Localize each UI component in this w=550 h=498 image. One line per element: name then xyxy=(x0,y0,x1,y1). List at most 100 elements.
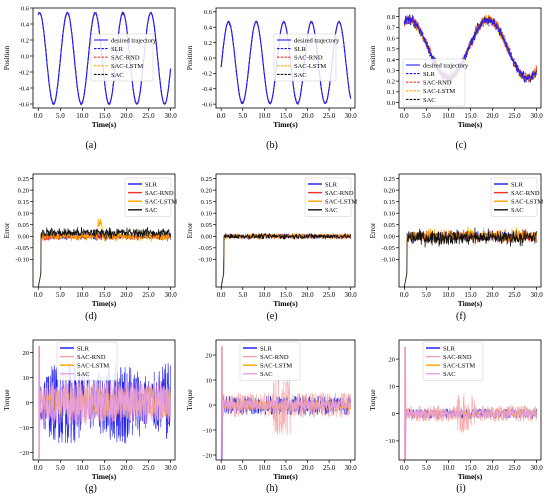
y-tick-label: 0.6 xyxy=(204,9,213,16)
legend-label: SLR xyxy=(260,345,273,352)
y-tick-label: 0.15 xyxy=(18,199,29,206)
plot-area xyxy=(403,14,538,85)
x-tick-label: 10.0 xyxy=(258,464,271,472)
y-tick-label: 0 xyxy=(26,400,29,407)
x-tick-label: 30.0 xyxy=(164,464,177,472)
legend-label: SAC-LSTM xyxy=(423,88,455,95)
axes-frame xyxy=(32,339,176,461)
x-tick-label: 15.0 xyxy=(98,464,111,472)
y-tick-label: 10 xyxy=(23,375,30,382)
x-tick-label: 30.0 xyxy=(345,464,358,472)
y-tick-label: 0.20 xyxy=(18,187,29,194)
y-tick-label: 20 xyxy=(23,350,30,357)
y-axis-label: Error xyxy=(368,222,377,238)
chart-panel-d: 0.0 5.0 10.0 15.0 20.0 25.0 30.0 -0.10 -0.05 0.00… xyxy=(2,173,177,308)
x-tick-label: 0.0 xyxy=(217,464,226,472)
x-tick-label: 15.0 xyxy=(464,464,477,472)
y-tick-label: -0.10 xyxy=(381,257,395,264)
y-axis-label: Torque xyxy=(368,389,377,411)
y-axis-label: Error xyxy=(2,222,11,238)
x-tick-label: 30.0 xyxy=(530,291,543,299)
legend-label: SAC-RND xyxy=(260,354,289,361)
x-tick-label: 25.0 xyxy=(508,112,521,120)
x-tick-label: 20.0 xyxy=(301,464,314,472)
panel-label: (b) xyxy=(266,140,278,151)
legend-label: SAC-RND xyxy=(443,354,472,361)
y-tick-label: −10 xyxy=(385,438,395,445)
legend-label: SAC-LSTM xyxy=(511,199,543,206)
plot-area xyxy=(404,347,537,460)
x-tick-label: 0.0 xyxy=(34,112,43,120)
y-tick-label: 0.20 xyxy=(201,187,212,194)
x-tick-label: 20.0 xyxy=(301,291,314,299)
legend-label: SLR xyxy=(111,46,124,53)
plot-area xyxy=(220,346,351,460)
legend-box xyxy=(56,341,118,381)
legend-box xyxy=(422,341,484,381)
plot-area xyxy=(38,346,171,460)
x-tick-label: 30.0 xyxy=(530,464,543,472)
x-tick-label: 25.0 xyxy=(142,464,155,472)
panel-label: (a) xyxy=(85,140,96,151)
y-tick-label: 0.15 xyxy=(384,199,395,206)
chart-panel-c: 0.0 5.0 10.0 15.0 20.0 25.0 30.0 0.0 0.1 0.2 0.3 0.… xyxy=(368,7,543,129)
legend-label: SAC-RND xyxy=(145,190,174,197)
x-tick-label: 20.0 xyxy=(120,291,133,299)
plot-area xyxy=(37,218,171,287)
y-tick-label: −10 xyxy=(202,427,212,434)
y-tick-label: -0.10 xyxy=(15,257,29,264)
x-tick-label: 10.0 xyxy=(76,291,89,299)
legend-label: SAC-RND xyxy=(111,55,140,62)
chart-panel-a: 0.0 5.0 10.0 15.0 20.0 25.0 30.0 -0.6 -0.4 -0.2 0.… xyxy=(2,5,177,129)
legend-box xyxy=(490,177,538,217)
x-tick-label: 0.0 xyxy=(217,112,226,120)
series-line-SAC xyxy=(221,346,351,460)
x-tick-label: 15.0 xyxy=(280,291,293,299)
x-tick-label: 25.0 xyxy=(508,464,521,472)
x-tick-label: 25.0 xyxy=(142,112,155,120)
panel-label: (c) xyxy=(455,140,466,151)
x-tick-label: 10.0 xyxy=(258,291,271,299)
x-axis-label: Time(s) xyxy=(273,472,298,481)
legend-box xyxy=(239,341,301,381)
y-tick-label: -0.6 xyxy=(19,101,30,108)
axes-frame xyxy=(32,173,176,288)
x-tick-label: 5.0 xyxy=(56,464,65,472)
y-tick-label: 0.25 xyxy=(201,176,212,183)
series-line-SAC-LSTM xyxy=(37,218,171,287)
y-axis-label: Torque xyxy=(185,389,194,411)
x-tick-label: 0.0 xyxy=(34,464,43,472)
axes-frame xyxy=(398,7,542,109)
y-tick-label: -0.05 xyxy=(381,245,395,252)
plot-area xyxy=(220,19,352,106)
y-tick-label: -0.6 xyxy=(202,101,213,108)
x-axis-label: Time(s) xyxy=(458,299,483,308)
x-tick-label: 25.0 xyxy=(508,291,521,299)
legend-label: SAC-LSTM xyxy=(111,63,143,70)
legend-box xyxy=(124,177,172,217)
legend-box xyxy=(402,58,466,107)
chart-panel-b: 0.0 5.0 10.0 15.0 20.0 25.0 30.0 -0.6 -0.4 -0.2 0.… xyxy=(185,7,357,129)
x-tick-label: 10.0 xyxy=(76,464,89,472)
series-line-SAC xyxy=(38,346,171,460)
legend-label: SAC-LSTM xyxy=(77,363,109,370)
x-tick-label: 20.0 xyxy=(486,112,499,120)
x-tick-label: 15.0 xyxy=(280,464,293,472)
y-tick-label: 0.15 xyxy=(201,199,212,206)
series-line-SAC xyxy=(403,227,537,287)
y-tick-label: 0.05 xyxy=(18,222,29,229)
y-tick-label: −20 xyxy=(19,450,29,457)
x-tick-label: 10.0 xyxy=(442,112,455,120)
legend-label: SAC-LSTM xyxy=(443,363,475,370)
series-line-desired-trajectory xyxy=(403,19,538,79)
series-line-SAC xyxy=(37,227,171,287)
y-axis-label: Error xyxy=(185,222,194,238)
y-axis-label: Torque xyxy=(2,389,11,411)
y-tick-label: -0.10 xyxy=(198,257,212,264)
legend-label: SAC-LSTM xyxy=(260,363,292,370)
y-tick-label: 0.4 xyxy=(21,21,30,28)
